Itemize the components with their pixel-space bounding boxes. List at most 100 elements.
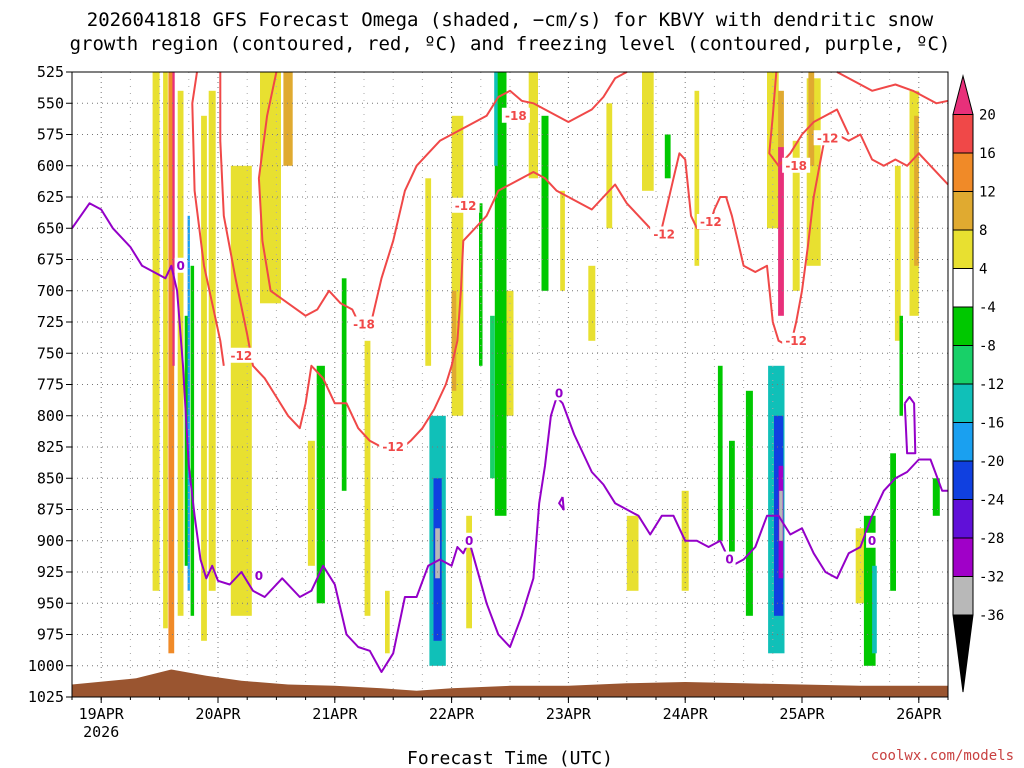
y-tick-label: 900 [37, 532, 64, 550]
omega-cell [177, 90, 184, 616]
dgz-contour-label-bg [379, 439, 408, 454]
omega-cell [451, 115, 464, 416]
omega-cell [208, 90, 216, 591]
dgz-contour-label-bg [650, 226, 679, 242]
omega-cell [230, 165, 252, 616]
colorbar-tick-label: 4 [979, 262, 987, 278]
omega-shading [152, 72, 940, 666]
colorbar-tick-label: -32 [979, 570, 1004, 586]
freezing-contour-label: 0 [465, 534, 473, 548]
colorbar-top-arrow [952, 74, 974, 115]
omega-cell [479, 203, 483, 366]
x-tick-label: 24APR [663, 705, 709, 723]
dgz-contour [768, 71, 850, 167]
omega-cell [385, 590, 390, 654]
y-tick-label: 700 [37, 282, 64, 300]
contour-labels: -12 -18 -12 -12 -18 -12 -12 -12 -18 -12 0 0 0 0 0 0 [174, 107, 879, 583]
omega-cell [541, 115, 549, 291]
dgz-contour-label: -12 [455, 199, 477, 213]
y-tick-label: 825 [37, 438, 64, 456]
omega-cell [626, 515, 639, 591]
y-tick-label: 675 [37, 251, 64, 269]
omega-cell [792, 140, 800, 291]
credit-link[interactable]: coolwx.com/models [871, 748, 1014, 764]
x-tick-label: 22APR [429, 705, 475, 723]
dgz-contour [836, 71, 949, 105]
y-tick-label: 1000 [28, 657, 64, 675]
colorbar-box [952, 268, 974, 308]
y-tick-label: 525 [37, 63, 64, 81]
omega-cell [466, 515, 472, 629]
y-tick-label: 600 [37, 157, 64, 175]
freezing-level-contour [903, 396, 917, 455]
dgz-contour-label-bg [782, 332, 811, 348]
omega-cell [435, 528, 440, 579]
dgz-contour-label: -18 [353, 318, 375, 332]
omega-cell [494, 72, 498, 166]
omega-cell [190, 265, 195, 616]
y-tick-label: 650 [37, 219, 64, 237]
omega-cell [588, 265, 596, 341]
colorbar-box [952, 345, 974, 385]
dgz-contour-label-bg [350, 316, 378, 332]
x-tick-label: 23APR [546, 705, 592, 723]
dgz-contour-label-bg [782, 157, 811, 173]
omega-cell [863, 515, 876, 666]
dgz-contour-label: -12 [653, 228, 675, 242]
colorbar-tick-label: -4 [979, 300, 996, 316]
omega-cell [890, 453, 896, 591]
y-tick-label: 950 [37, 594, 64, 612]
y-tick-label: 575 [37, 126, 64, 144]
dgz-contour-label-bg [451, 197, 480, 213]
omega-cell [717, 365, 723, 541]
omega-cell [808, 72, 815, 166]
colorbar-tick-label: -28 [979, 531, 1004, 547]
dgz-contour [191, 71, 225, 366]
freezing-level-contour [558, 496, 565, 511]
colorbar-tick-label: -16 [979, 416, 1004, 432]
omega-cell [779, 490, 783, 541]
freezing-contour-label-bg [723, 551, 736, 567]
dgz-contour-label: -18 [505, 109, 527, 123]
omega-cell [528, 72, 538, 179]
omega-cell [490, 315, 495, 479]
omega-cell [932, 478, 940, 516]
omega-cell [187, 215, 190, 591]
pressure-axis: 525 550 575 600 625 650 675 700 725 750 775 800 825 8… [28, 63, 72, 706]
colorbar-box [952, 152, 974, 192]
y-tick-label: 800 [37, 407, 64, 425]
colorbar-box [952, 383, 974, 423]
colorbar-box [952, 576, 974, 616]
y-tick-label: 925 [37, 563, 64, 581]
omega-cell [894, 165, 901, 341]
y-tick-label: 975 [37, 626, 64, 644]
colorbar-box [952, 191, 974, 231]
y-tick-label: 775 [37, 376, 64, 394]
freezing-level-contours [71, 202, 948, 673]
freezing-contour-label: 0 [868, 534, 876, 548]
omega-cell [163, 72, 168, 629]
omega-cell [560, 190, 565, 291]
dgz-contour-label: -12 [700, 215, 722, 229]
colorbar-tick-label: 16 [979, 146, 996, 162]
x-tick-label: 21APR [312, 705, 358, 723]
omega-cell [172, 72, 175, 366]
dgz-contour-label: -12 [785, 334, 807, 348]
freezing-contour-label: 0 [176, 259, 184, 273]
colorbar-box [952, 306, 974, 346]
omega-cell [899, 315, 903, 416]
freezing-contour-label: 0 [555, 386, 563, 400]
dgz-contour-label: -18 [785, 159, 807, 173]
x-tick-label: 26APR [896, 705, 942, 723]
omega-cell [745, 390, 753, 616]
freezing-contour-label-bg [463, 532, 476, 548]
freezing-contour-label-bg [174, 257, 187, 273]
colorbar-box [952, 422, 974, 462]
colorbar-tick-label: -36 [979, 608, 1004, 624]
colorbar-tick-label: 12 [979, 185, 996, 201]
omega-cell [694, 90, 700, 266]
x-tick-sublabel: 2026 [83, 723, 119, 741]
omega-cell [494, 72, 507, 516]
colorbar-tick-label: -12 [979, 377, 1004, 393]
